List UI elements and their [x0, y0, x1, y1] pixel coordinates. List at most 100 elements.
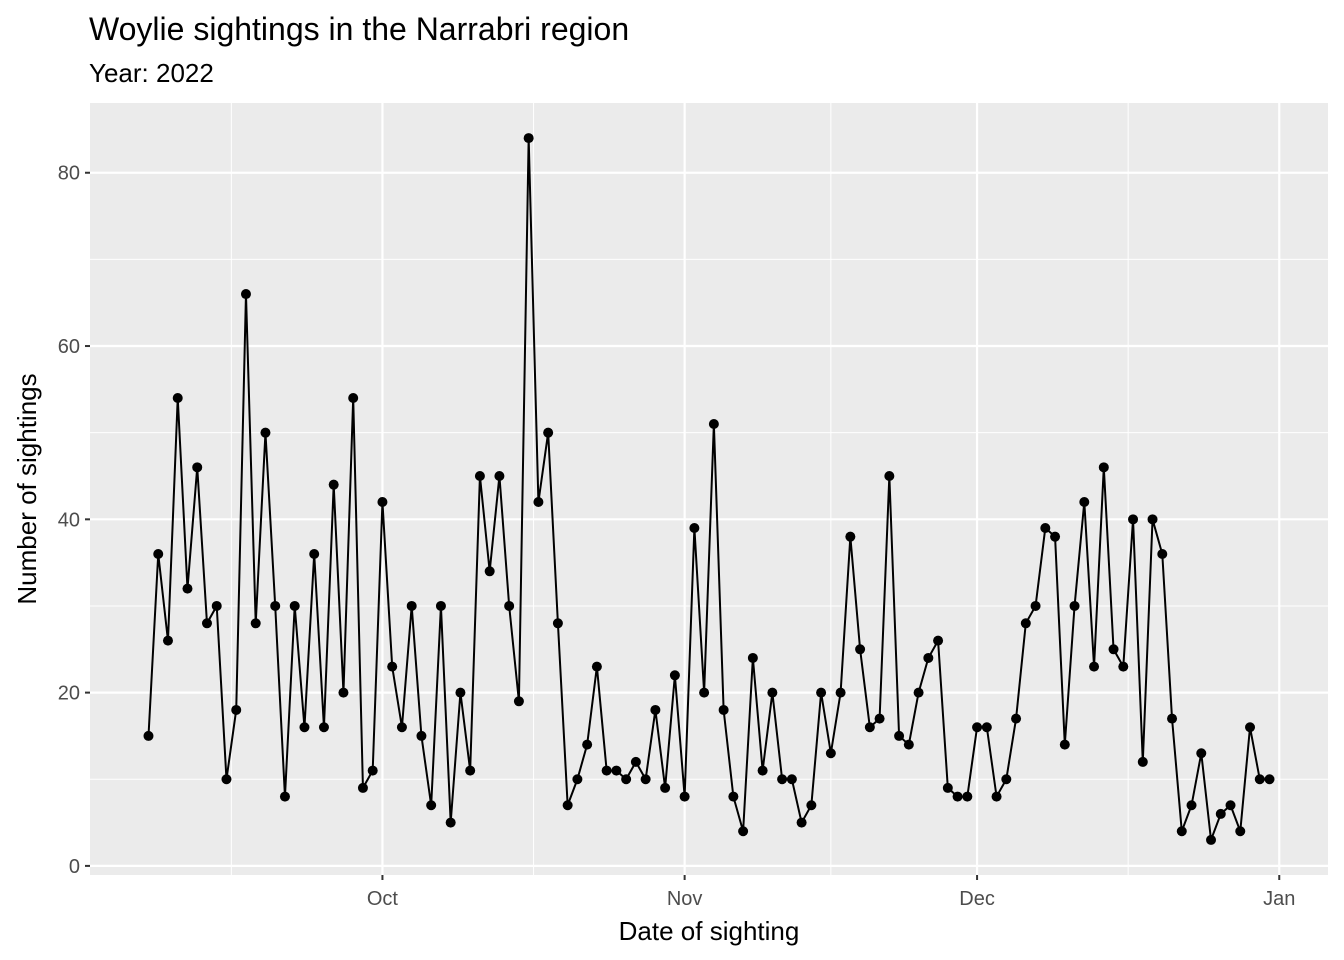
- point: [455, 687, 466, 698]
- point: [182, 583, 193, 594]
- point: [845, 531, 856, 542]
- point: [1011, 713, 1022, 724]
- point: [728, 791, 739, 802]
- point: [591, 661, 602, 672]
- point: [1040, 522, 1051, 533]
- point: [474, 471, 485, 482]
- point: [572, 774, 583, 785]
- point: [143, 730, 154, 741]
- point: [747, 652, 758, 663]
- point: [708, 419, 719, 430]
- point: [835, 687, 846, 698]
- point: [1215, 808, 1226, 819]
- point: [523, 133, 534, 144]
- x-tick-label: Dec: [959, 888, 995, 910]
- point: [1235, 826, 1246, 837]
- point: [611, 765, 622, 776]
- point: [387, 661, 398, 672]
- point: [923, 652, 934, 663]
- point: [484, 566, 495, 577]
- point: [201, 618, 212, 629]
- point: [279, 791, 290, 802]
- point: [435, 600, 446, 611]
- point: [981, 722, 992, 733]
- point: [1196, 748, 1207, 759]
- point: [816, 687, 827, 698]
- point: [1157, 548, 1168, 559]
- point: [1079, 496, 1090, 507]
- point: [913, 687, 924, 698]
- point: [221, 774, 232, 785]
- point: [942, 782, 953, 793]
- point: [513, 696, 524, 707]
- point: [445, 817, 456, 828]
- point: [874, 713, 885, 724]
- point: [884, 471, 895, 482]
- point: [660, 782, 671, 793]
- point: [1098, 462, 1109, 473]
- y-tick-label: 20: [58, 683, 80, 705]
- x-axis-label: Date of sighting: [619, 916, 800, 946]
- point: [825, 748, 836, 759]
- point: [972, 722, 983, 733]
- point: [396, 722, 407, 733]
- point: [211, 600, 222, 611]
- point: [640, 774, 651, 785]
- point: [416, 730, 427, 741]
- x-tick-label: Jan: [1263, 888, 1295, 910]
- point: [767, 687, 778, 698]
- point: [1206, 834, 1217, 845]
- point: [738, 826, 749, 837]
- point: [377, 496, 388, 507]
- point: [1069, 600, 1080, 611]
- point: [562, 800, 573, 811]
- point: [1264, 774, 1275, 785]
- point: [864, 722, 875, 733]
- point: [689, 522, 700, 533]
- point: [1020, 618, 1031, 629]
- point: [601, 765, 612, 776]
- point: [718, 704, 729, 715]
- point: [621, 774, 632, 785]
- point: [1050, 531, 1061, 542]
- x-tick-label: Nov: [667, 888, 703, 910]
- point: [231, 704, 242, 715]
- point: [650, 704, 661, 715]
- point: [533, 496, 544, 507]
- point: [367, 765, 378, 776]
- point: [406, 600, 417, 611]
- point: [1147, 514, 1158, 525]
- point: [357, 782, 368, 793]
- point: [952, 791, 963, 802]
- point: [1225, 800, 1236, 811]
- point: [796, 817, 807, 828]
- point: [309, 548, 320, 559]
- line: [147, 138, 1270, 841]
- point: [162, 635, 173, 646]
- point: [630, 756, 641, 767]
- point: [1167, 713, 1178, 724]
- point: [250, 618, 261, 629]
- panel: [90, 103, 1328, 875]
- point: [1001, 774, 1012, 785]
- point: [338, 687, 349, 698]
- point: [1059, 739, 1070, 750]
- y-tick-label: 60: [58, 336, 80, 358]
- point: [1176, 826, 1187, 837]
- point: [1254, 774, 1265, 785]
- point: [1186, 800, 1197, 811]
- point: [903, 739, 914, 750]
- point: [328, 479, 339, 490]
- point: [426, 800, 437, 811]
- point: [757, 765, 768, 776]
- point: [806, 800, 817, 811]
- point: [289, 600, 300, 611]
- point: [962, 791, 973, 802]
- point: [1108, 644, 1119, 655]
- point: [348, 393, 359, 404]
- point: [270, 600, 281, 611]
- y-tick-label: 0: [69, 856, 80, 878]
- point: [1118, 661, 1129, 672]
- point: [318, 722, 329, 733]
